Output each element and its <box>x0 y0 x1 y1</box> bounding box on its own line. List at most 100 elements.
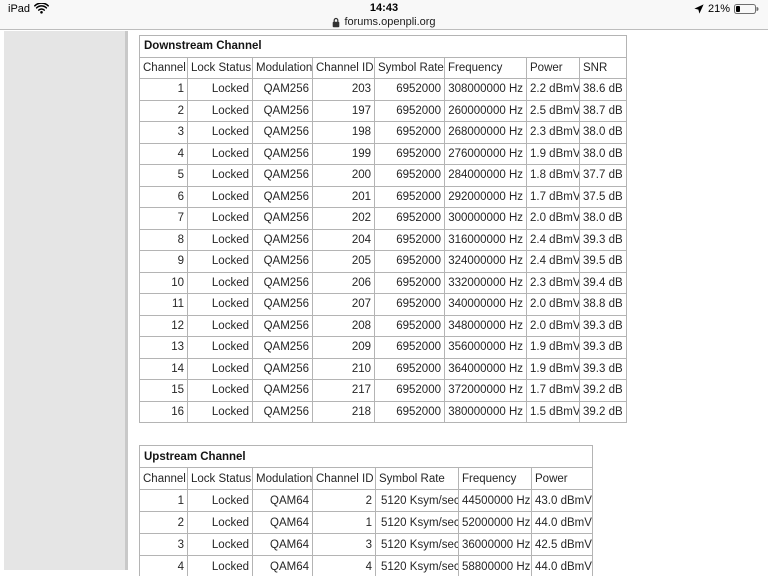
table-row: 16 Locked QAM256 218 6952000 380000000 Hz 1.5 … <box>139 400 628 423</box>
table-cell: Locked <box>187 185 253 208</box>
table-cell: 2.3 dBmV <box>526 271 580 294</box>
table-cell: QAM256 <box>252 142 313 165</box>
table-cell: 1.7 dBmV <box>526 185 580 208</box>
column-header: Modulation <box>252 467 313 490</box>
table-cell: 44500000 Hz <box>458 489 532 512</box>
table-row: 6 Locked QAM256 201 6952000 292000000 Hz 1.7 d… <box>139 185 628 208</box>
table-cell: 308000000 Hz <box>444 78 527 101</box>
table-cell: 14 <box>139 357 188 380</box>
table-cell: 6952000 <box>374 207 445 230</box>
column-header: Channel ID <box>312 56 375 79</box>
table-cell: 37.5 dB <box>578 185 628 208</box>
table-cell: 6952000 <box>374 164 445 187</box>
table-cell: QAM256 <box>252 228 313 251</box>
table-row: 11 Locked QAM256 207 6952000 340000000 Hz 2.0 … <box>139 293 628 316</box>
table-cell: 39.3 dB <box>578 228 628 251</box>
table-row: 3 Locked QAM64 3 5120 Ksym/sec 36000000 Hz 42.… <box>139 533 594 556</box>
table-cell: 6 <box>139 185 188 208</box>
table-cell: QAM256 <box>252 250 313 273</box>
column-header: Frequency <box>458 467 532 490</box>
table-cell: QAM256 <box>252 336 313 359</box>
table-cell: 43.0 dBmV <box>530 489 594 512</box>
table-cell: 38.7 dB <box>578 99 628 122</box>
table-cell: Locked <box>187 489 253 512</box>
table-row: 4 Locked QAM64 4 5120 Ksym/sec 58800000 Hz 44.… <box>139 555 594 576</box>
table-cell: 5120 Ksym/sec <box>375 555 459 576</box>
table-cell: 8 <box>139 228 188 251</box>
table-cell: Locked <box>187 336 253 359</box>
table-cell: 203 <box>312 78 375 101</box>
location-arrow-icon <box>694 3 704 14</box>
table-cell: 10 <box>139 271 188 294</box>
table-cell: 7 <box>139 207 188 230</box>
table-cell: 201 <box>312 185 375 208</box>
table-cell: 3 <box>139 121 188 144</box>
table-cell: 197 <box>312 99 375 122</box>
table-cell: 2.0 dBmV <box>526 293 580 316</box>
table-cell: 5 <box>139 164 188 187</box>
table-cell: 2 <box>312 489 376 512</box>
table-cell: 1 <box>312 511 376 534</box>
carrier-label: iPad <box>8 2 31 15</box>
table-cell: 2 <box>139 99 188 122</box>
table-cell: 39.3 dB <box>578 357 628 380</box>
table-cell: 3 <box>312 533 376 556</box>
table-cell: 6952000 <box>374 228 445 251</box>
table-cell: Locked <box>187 533 253 556</box>
table-cell: Locked <box>187 555 253 576</box>
status-bar: iPad 14:43 21% <box>0 0 768 30</box>
upstream-channel-table: Upstream Channel Channel Lock Status Modula… <box>138 445 594 576</box>
table-cell: Locked <box>187 142 253 165</box>
table-cell: Locked <box>187 164 253 187</box>
table-cell: QAM256 <box>252 293 313 316</box>
table-cell: 39.3 dB <box>578 336 628 359</box>
table-cell: 2.2 dBmV <box>526 78 580 101</box>
table-cell: 6952000 <box>374 142 445 165</box>
table-cell: 5120 Ksym/sec <box>375 511 459 534</box>
page-side-panel <box>4 31 128 570</box>
table-cell: 2 <box>139 511 188 534</box>
table-row: 2 Locked QAM256 197 6952000 260000000 Hz 2.5 d… <box>139 99 628 122</box>
table-cell: 52000000 Hz <box>458 511 532 534</box>
table-cell: Locked <box>187 228 253 251</box>
table-cell: 6952000 <box>374 293 445 316</box>
table-cell: QAM256 <box>252 207 313 230</box>
table-cell: 39.2 dB <box>578 379 628 402</box>
table-cell: QAM256 <box>252 400 313 423</box>
table-cell: 260000000 Hz <box>444 99 527 122</box>
table-row: 3 Locked QAM256 198 6952000 268000000 Hz 2.3 d… <box>139 121 628 144</box>
table-cell: 39.5 dB <box>578 250 628 273</box>
table-cell: 1.9 dBmV <box>526 336 580 359</box>
column-header: Channel <box>139 467 188 490</box>
table-cell: 44.0 dBmV <box>530 511 594 534</box>
table-row: 13 Locked QAM256 209 6952000 356000000 Hz 1.9 … <box>139 336 628 359</box>
url-bar[interactable]: forums.openpli.org <box>0 15 768 29</box>
table-header-row: Channel Lock Status Modulation Channel ID Sy… <box>139 56 628 79</box>
table-cell: 2.0 dBmV <box>526 314 580 337</box>
table-cell: 372000000 Hz <box>444 379 527 402</box>
table-cell: 268000000 Hz <box>444 121 527 144</box>
table-cell: Locked <box>187 207 253 230</box>
table-cell: 2.0 dBmV <box>526 207 580 230</box>
url-text: forums.openpli.org <box>344 16 436 28</box>
table-cell: 198 <box>312 121 375 144</box>
table-cell: 207 <box>312 293 375 316</box>
battery-percent: 21% <box>707 2 730 15</box>
table-cell: 9 <box>139 250 188 273</box>
table-cell: 16 <box>139 400 188 423</box>
table-cell: 348000000 Hz <box>444 314 527 337</box>
table-cell: 316000000 Hz <box>444 228 527 251</box>
table-cell: 39.4 dB <box>578 271 628 294</box>
table-row: 1 Locked QAM64 2 5120 Ksym/sec 44500000 Hz 43.… <box>139 489 594 512</box>
table-cell: QAM64 <box>252 511 313 534</box>
table-cell: 38.0 dB <box>578 121 628 144</box>
table-cell: 6952000 <box>374 78 445 101</box>
table-cell: 39.2 dB <box>578 400 628 423</box>
table-cell: 1.7 dBmV <box>526 379 580 402</box>
table-cell: Locked <box>187 121 253 144</box>
table-cell: Locked <box>187 314 253 337</box>
table-row: 15 Locked QAM256 217 6952000 372000000 Hz 1.7 … <box>139 379 628 402</box>
table-row: 2 Locked QAM64 1 5120 Ksym/sec 52000000 Hz 44.… <box>139 511 594 534</box>
table-cell: 6952000 <box>374 185 445 208</box>
